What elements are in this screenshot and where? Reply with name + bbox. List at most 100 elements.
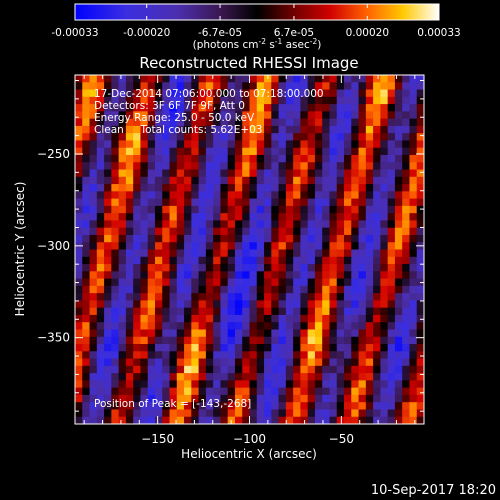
heatmap-cell <box>234 133 243 141</box>
heatmap-cell <box>125 154 134 163</box>
heatmap-cell <box>329 285 338 294</box>
heatmap-cell <box>125 220 134 229</box>
heatmap-cell <box>104 234 112 243</box>
heatmap-cell <box>358 75 367 83</box>
heatmap-cell <box>322 162 330 170</box>
heatmap-cell <box>402 293 410 301</box>
heatmap-cell <box>358 125 367 134</box>
heatmap-cell <box>314 358 323 367</box>
heatmap-cell <box>162 96 170 105</box>
heatmap-cell <box>118 314 127 323</box>
heatmap-cell <box>176 387 185 396</box>
heatmap-cell <box>96 89 105 98</box>
heatmap-cell <box>416 205 425 214</box>
heatmap-cell <box>118 394 127 403</box>
heatmap-cell <box>140 213 149 221</box>
heatmap-cell <box>162 300 170 309</box>
heatmap-cell <box>111 416 120 425</box>
heatmap-cell <box>234 416 243 425</box>
heatmap-cell <box>264 213 272 221</box>
heatmap-cell <box>402 125 410 134</box>
heatmap-cell <box>387 75 396 83</box>
heatmap-cell <box>416 394 425 403</box>
heatmap-cell <box>409 358 418 367</box>
heatmap-cell <box>373 162 381 170</box>
heatmap-cell <box>227 278 236 287</box>
heatmap-cell <box>162 307 170 316</box>
heatmap-cell <box>322 373 330 381</box>
heatmap-cell <box>351 380 359 389</box>
heatmap-cell <box>344 249 352 258</box>
heatmap-cell <box>314 118 323 127</box>
heatmap-cell <box>154 220 163 229</box>
heatmap-cell <box>358 242 367 250</box>
heatmap-cell <box>344 322 352 330</box>
heatmap-cell <box>271 264 279 272</box>
heatmap-cell <box>402 314 410 323</box>
heatmap-cell <box>234 205 243 214</box>
heatmap-cell <box>416 227 425 236</box>
heatmap-cell <box>351 336 359 345</box>
heatmap-cell <box>264 285 272 294</box>
heatmap-cell <box>365 402 374 410</box>
heatmap-cell <box>256 249 265 258</box>
heatmap-cell <box>322 82 330 90</box>
heatmap-cell <box>344 118 352 127</box>
heatmap-cell <box>133 416 141 425</box>
heatmap-cell <box>300 409 309 418</box>
heatmap-cell <box>89 198 98 207</box>
heatmap-cell <box>147 402 156 410</box>
heatmap-cell <box>111 336 120 345</box>
heatmap-cell <box>89 249 98 258</box>
heatmap-cell <box>213 329 221 338</box>
heatmap-cell <box>365 82 374 90</box>
heatmap-cell <box>394 213 403 221</box>
heatmap-cell <box>191 133 199 141</box>
heatmap-cell <box>322 380 330 389</box>
heatmap-cell <box>82 162 90 170</box>
heatmap-cell <box>322 227 330 236</box>
heatmap-cell <box>271 154 279 163</box>
heatmap-cell <box>314 96 323 105</box>
heatmap-cell <box>351 344 359 352</box>
heatmap-cell <box>394 351 403 359</box>
heatmap-cell <box>169 169 178 178</box>
heatmap-cell <box>336 322 345 330</box>
heatmap-cell <box>329 176 338 185</box>
heatmap-cell <box>387 184 396 192</box>
heatmap-cell <box>249 416 258 425</box>
heatmap-cell <box>213 227 221 236</box>
heatmap-cell <box>125 300 134 309</box>
heatmap-cell <box>111 205 120 214</box>
heatmap-cell <box>314 264 323 272</box>
heatmap-cell <box>75 220 83 229</box>
heatmap-cell <box>278 322 287 330</box>
heatmap-cell <box>184 329 192 338</box>
heatmap-cell <box>358 285 367 294</box>
heatmap-cell <box>351 169 359 178</box>
heatmap-cell <box>307 307 316 316</box>
heatmap-cell <box>351 402 359 410</box>
heatmap-cell <box>373 278 381 287</box>
heatmap-cell <box>205 234 214 243</box>
heatmap-cell <box>373 147 381 156</box>
heatmap-cell <box>271 89 279 98</box>
heatmap-cell <box>271 314 279 323</box>
heatmap-cell <box>300 205 309 214</box>
heatmap-cell <box>220 198 229 207</box>
heatmap-cell <box>314 234 323 243</box>
heatmap-cell <box>322 104 330 112</box>
heatmap-cell <box>104 285 112 294</box>
heatmap-cell <box>314 191 323 199</box>
heatmap-cell <box>169 154 178 163</box>
heatmap-cell <box>329 314 338 323</box>
heatmap-cell <box>169 344 178 352</box>
heatmap-cell <box>184 205 192 214</box>
heatmap-cell <box>111 176 120 185</box>
heatmap-cell <box>278 336 287 345</box>
heatmap-cell <box>133 184 141 192</box>
heatmap-cell <box>336 264 345 272</box>
heatmap-cell <box>387 249 396 258</box>
heatmap-cell <box>336 82 345 90</box>
heatmap-cell <box>242 344 250 352</box>
